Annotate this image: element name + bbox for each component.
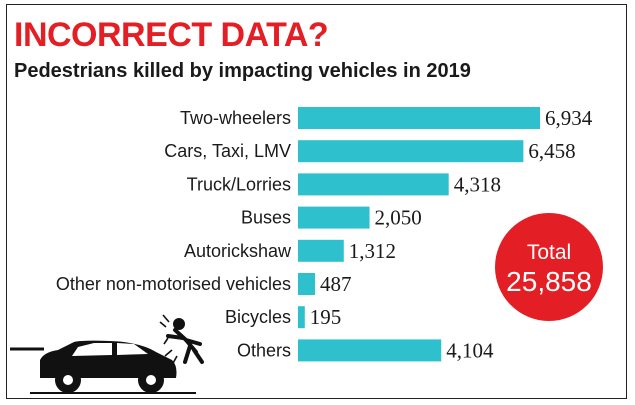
- category-label: Two-wheelers: [180, 108, 291, 128]
- car-hitting-pedestrian-icon: [10, 314, 204, 394]
- bar-series: Two-wheelers 6,934 Cars, Taxi, LMV 6,458 Tru…: [56, 106, 593, 362]
- value-label: 4,104: [446, 338, 494, 362]
- bar: [298, 306, 305, 329]
- bar: [298, 173, 449, 196]
- category-label: Bicycles: [225, 307, 291, 327]
- value-label: 487: [320, 272, 352, 296]
- category-label: Truck/Lorries: [187, 174, 291, 194]
- chart-subtitle: Pedestrians killed by impacting vehicles…: [14, 60, 471, 82]
- value-label: 2,050: [375, 206, 422, 230]
- category-label: Other non-motorised vehicles: [56, 274, 291, 294]
- bar: [298, 140, 524, 163]
- value-label: 6,934: [545, 106, 593, 130]
- value-label: 6,458: [528, 139, 575, 163]
- bar: [298, 239, 344, 262]
- category-label: Cars, Taxi, LMV: [164, 141, 291, 161]
- value-label: 195: [310, 305, 342, 329]
- bar: [298, 107, 540, 129]
- total-label: Total: [527, 241, 571, 264]
- category-label: Buses: [241, 208, 291, 228]
- bar: [298, 273, 315, 295]
- chart-frame: [6, 4, 627, 399]
- value-label: 1,312: [349, 239, 396, 263]
- bar: [298, 206, 370, 229]
- bar: [298, 339, 442, 362]
- total-circle: [495, 213, 603, 321]
- total-value: 25,858: [506, 266, 592, 297]
- total-badge: Total 25,858: [495, 213, 603, 321]
- chart-title: INCORRECT DATA?: [14, 16, 329, 54]
- category-label: Autorickshaw: [184, 241, 292, 261]
- value-label: 4,318: [454, 172, 501, 196]
- category-label: Others: [237, 340, 291, 360]
